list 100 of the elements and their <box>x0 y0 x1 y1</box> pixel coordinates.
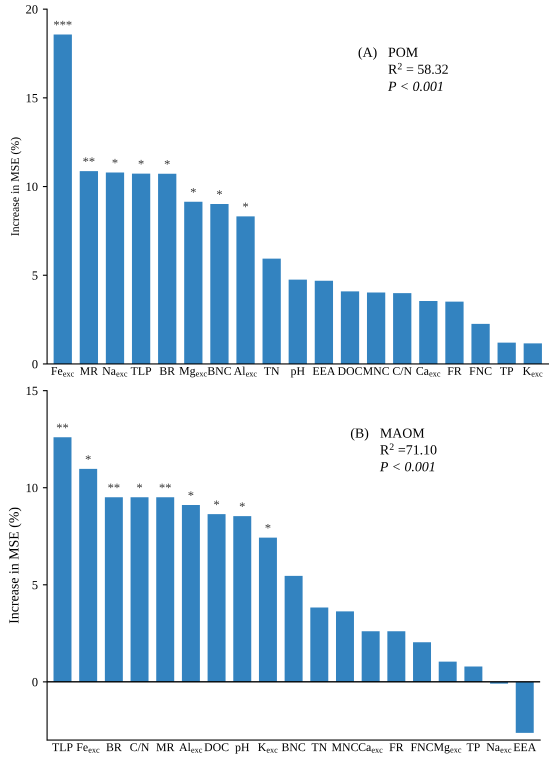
x-tick-label: EEA <box>514 743 536 752</box>
annotation: * <box>214 500 220 506</box>
bar <box>236 216 255 364</box>
x-tick-label: MNC <box>332 743 358 752</box>
x-tick-label: DOC <box>338 367 362 376</box>
bar <box>132 174 150 364</box>
y-axis-title: Increase in MSE (%) <box>8 508 22 624</box>
x-tick-label: FNC <box>410 743 433 752</box>
y-tick-label: 5 <box>32 580 38 590</box>
x-tick-label: K$_{exc}$ <box>522 367 542 377</box>
bar <box>54 34 72 364</box>
x-tick-label: MR <box>80 367 98 375</box>
bar <box>340 291 360 364</box>
y-tick-label: 10 <box>26 484 38 492</box>
x-tick-label: DOC <box>204 743 228 752</box>
x-tick-label: Na$_{exc}$ <box>102 367 128 377</box>
annotation: P < 0.001 <box>380 462 434 472</box>
bar <box>387 631 406 682</box>
x-tick-label: MNC <box>363 367 389 376</box>
bar <box>445 302 464 364</box>
y-tick-label: 15 <box>26 94 38 102</box>
annotation: * <box>138 160 144 164</box>
annotation: ** <box>108 484 120 488</box>
annotation: R$^{2}$ =71.10 <box>380 443 436 455</box>
bar <box>106 172 124 364</box>
x-tick-label: TP <box>500 367 514 375</box>
x-tick-label: Ca$_{exc}$ <box>416 367 440 377</box>
x-tick-label: Na$_{exc}$ <box>486 743 512 753</box>
bar <box>498 342 516 364</box>
annotation: * <box>188 491 194 496</box>
bar <box>54 437 72 682</box>
x-tick-label: Mg$_{exc}$ <box>434 743 462 754</box>
annotation: * <box>86 455 91 460</box>
bar <box>288 280 307 364</box>
annotation: * <box>164 160 170 165</box>
x-tick-label: Fe$_{exc}$ <box>51 367 74 377</box>
y-tick-label: 15 <box>26 386 38 396</box>
x-tick-label: Ca$_{exc}$ <box>358 743 383 753</box>
annotation: ** <box>83 157 95 162</box>
annotation: (A) <box>358 47 377 60</box>
bar <box>104 497 123 682</box>
y-tick-label: 20 <box>26 5 38 14</box>
x-tick-label: Fe$_{exc}$ <box>76 743 100 753</box>
annotation: * <box>216 190 222 195</box>
annotation: ** <box>160 484 171 488</box>
x-tick-label: K$_{exc}$ <box>258 743 278 753</box>
bar <box>419 300 438 364</box>
annotation: POM <box>388 48 418 57</box>
annotation: * <box>112 158 118 164</box>
x-tick-label: Al$_{exc}$ <box>179 742 202 753</box>
x-tick-label: EEA <box>312 367 336 375</box>
x-tick-label: BR <box>160 367 176 375</box>
bar <box>524 343 542 364</box>
bar <box>314 280 334 364</box>
x-tick-label: TLP <box>52 743 73 752</box>
annotation: (B) <box>350 428 368 441</box>
bar <box>158 174 176 364</box>
y-tick-label: 0 <box>32 360 38 368</box>
bar <box>464 666 482 682</box>
bar <box>79 468 98 682</box>
x-tick-label: TN <box>264 367 280 375</box>
x-tick-label: MR <box>156 743 174 752</box>
x-tick-label: FR <box>389 743 404 752</box>
bar <box>156 497 174 682</box>
annotation: P < 0.001 <box>388 82 442 92</box>
bar <box>130 497 149 682</box>
x-tick-label: Al$_{exc}$ <box>234 366 257 377</box>
x-tick-label: TP <box>466 743 480 752</box>
x-tick-label: BNC <box>282 743 306 752</box>
x-tick-label: pH <box>235 743 250 754</box>
annotation: * <box>265 524 270 529</box>
bar <box>210 204 229 364</box>
x-tick-label: pH <box>290 367 305 378</box>
annotation: * <box>240 502 245 508</box>
bar <box>471 324 490 364</box>
annotation: * <box>137 484 142 488</box>
bar <box>438 662 457 682</box>
y-axis-title: Increase in MSE (%) <box>10 137 22 236</box>
y-tick-label: 10 <box>26 182 38 192</box>
annotation: *** <box>54 20 72 26</box>
y-tick-label: 0 <box>32 678 38 686</box>
bar <box>182 505 200 682</box>
annotation: MAOM <box>380 428 424 438</box>
annotation: R$^{2}$ = 58.32 <box>388 62 448 74</box>
x-tick-label: FNC <box>469 367 492 376</box>
bar <box>393 293 412 364</box>
bar <box>336 611 354 682</box>
bar <box>310 608 328 682</box>
x-tick-label: C/N <box>392 367 412 376</box>
bar <box>366 292 386 364</box>
annotation: * <box>243 202 248 208</box>
y-tick-label: 5 <box>32 271 38 280</box>
x-tick-label: BNC <box>208 367 231 376</box>
annotation: * <box>190 188 196 193</box>
bar <box>516 682 534 733</box>
x-tick-label: BR <box>106 743 122 752</box>
bar <box>258 538 277 682</box>
x-tick-label: TLP <box>130 367 152 375</box>
bar <box>208 514 226 682</box>
x-tick-label: C/N <box>130 743 150 752</box>
